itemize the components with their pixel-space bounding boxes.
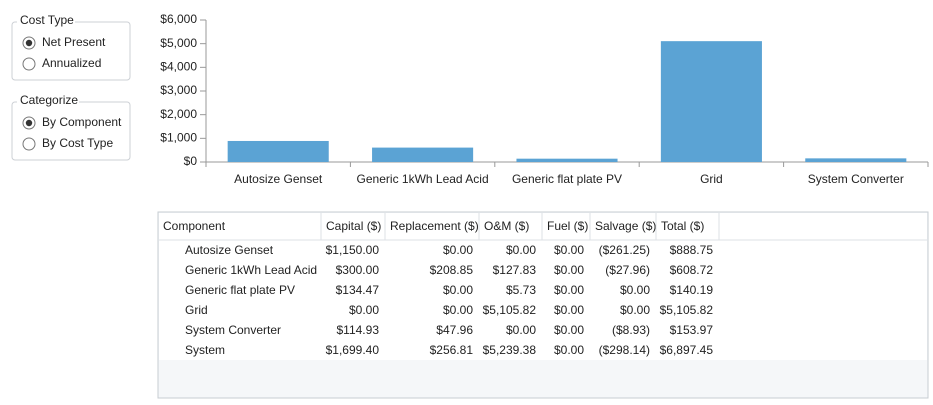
table-cell: $0.00: [443, 283, 473, 297]
table-cell: Generic flat plate PV: [185, 283, 295, 297]
group-title-bg: [17, 14, 75, 28]
bar: [227, 140, 329, 162]
cost-type-group: [11, 21, 131, 81]
column-header[interactable]: Salvage ($): [595, 219, 656, 233]
radio-label[interactable]: Net Present: [42, 35, 106, 49]
radio-button[interactable]: [22, 137, 36, 151]
table-cell: $114.93: [337, 323, 380, 337]
table-cell: $888.75: [670, 243, 714, 257]
table-header: [159, 213, 927, 240]
bar: [805, 158, 907, 162]
table-cell: $134.47: [336, 283, 380, 297]
table-cell: Grid: [185, 303, 208, 317]
table-cell: ($298.14): [599, 343, 650, 357]
table-cell: ($261.25): [599, 243, 650, 257]
table-cell: $0.00: [349, 303, 379, 317]
column-header[interactable]: Capital ($): [326, 219, 381, 233]
x-tick-label: Grid: [700, 172, 723, 186]
y-tick-label: $5,000: [160, 36, 197, 50]
group-title-bg: [17, 94, 79, 108]
y-tick-label: $1,000: [160, 131, 197, 145]
table-cell: $5,105.82: [483, 303, 537, 317]
column-header[interactable]: Fuel ($): [547, 219, 588, 233]
table-cell: $6,897.45: [660, 343, 714, 357]
column-header[interactable]: O&M ($): [484, 219, 529, 233]
table-cell: $1,699.40: [326, 343, 380, 357]
y-tick-label: $6,000: [160, 12, 197, 26]
table-cell: $0.00: [554, 303, 584, 317]
bar: [516, 158, 618, 162]
column-header[interactable]: Total ($): [661, 219, 704, 233]
table-cell: $153.97: [670, 323, 714, 337]
radio-dot: [25, 119, 33, 127]
table-cell: $0.00: [554, 323, 584, 337]
table-cell: System Converter: [185, 323, 281, 337]
x-tick-label: Generic flat plate PV: [512, 172, 622, 186]
table-cell: $608.72: [670, 263, 714, 277]
table-cell: $208.85: [430, 263, 474, 277]
radio-label[interactable]: Annualized: [42, 56, 101, 70]
table-cell: $0.00: [506, 323, 536, 337]
table-cell: $0.00: [554, 243, 584, 257]
table-cell: $47.96: [436, 323, 473, 337]
y-tick-label: $2,000: [160, 107, 197, 121]
table-cell: $0.00: [554, 263, 584, 277]
y-tick-label: $3,000: [160, 83, 197, 97]
table-body: [159, 240, 927, 360]
x-tick-label: System Converter: [808, 172, 904, 186]
y-tick-label: $4,000: [160, 60, 197, 74]
table-cell: $5,239.38: [483, 343, 537, 357]
categorize-group: [11, 101, 131, 161]
table-cell: $0.00: [620, 283, 650, 297]
table-cell: $1,150.00: [326, 243, 380, 257]
bar: [372, 147, 474, 162]
x-tick-label: Generic 1kWh Lead Acid: [357, 172, 489, 186]
table-cell: Generic 1kWh Lead Acid: [185, 263, 317, 277]
group-title: Categorize: [20, 93, 78, 107]
column-header[interactable]: Replacement ($): [390, 219, 479, 233]
radio-label[interactable]: By Component: [42, 115, 122, 129]
table-cell: $0.00: [554, 283, 584, 297]
table-cell: $127.83: [493, 263, 537, 277]
table-cell: $0.00: [443, 243, 473, 257]
column-header[interactable]: Component: [163, 219, 226, 233]
table-cell: ($8.93): [612, 323, 650, 337]
table-cell: $256.81: [430, 343, 474, 357]
radio-dot: [25, 39, 33, 47]
table-cell: $140.19: [670, 283, 714, 297]
table-cell: $0.00: [443, 303, 473, 317]
table-cell: $5,105.82: [660, 303, 714, 317]
table-cell: $0.00: [554, 343, 584, 357]
table-cell: Autosize Genset: [185, 243, 274, 257]
radio-button[interactable]: [22, 57, 36, 71]
y-tick-label: $0: [184, 154, 198, 168]
x-tick-label: Autosize Genset: [234, 172, 323, 186]
group-title: Cost Type: [20, 13, 74, 27]
table-cell: ($27.96): [605, 263, 650, 277]
radio-label[interactable]: By Cost Type: [42, 136, 113, 150]
table-cell: System: [185, 343, 225, 357]
table-cell: $5.73: [506, 283, 536, 297]
table-cell: $0.00: [620, 303, 650, 317]
bar: [660, 41, 762, 162]
table-cell: $0.00: [506, 243, 536, 257]
table-cell: $300.00: [336, 263, 380, 277]
